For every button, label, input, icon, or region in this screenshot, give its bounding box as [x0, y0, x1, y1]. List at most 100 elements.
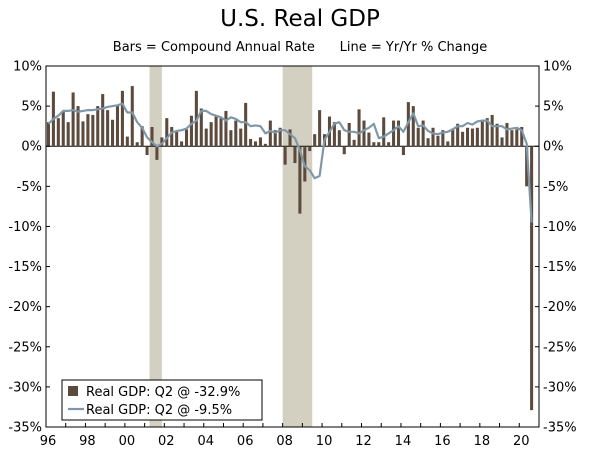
bar [490, 114, 494, 147]
bar [278, 127, 282, 147]
y-tick-label-left: 0% [21, 140, 42, 155]
bar [81, 121, 85, 147]
bar [480, 120, 484, 147]
bar-series [46, 86, 534, 411]
bar [61, 110, 65, 147]
bar [387, 142, 391, 147]
y-tick-label-right: -35% [543, 421, 577, 436]
legend-box [61, 379, 263, 421]
line-series [47, 102, 533, 223]
legend-line-label: Real GDP: Q2 @ -9.5% [86, 403, 232, 418]
bar [273, 130, 277, 147]
chart-title: U.S. Real GDP [220, 6, 380, 32]
x-tick-label: 00 [119, 434, 136, 449]
bar [130, 86, 134, 147]
bar [362, 120, 366, 147]
bar [145, 146, 149, 156]
chart-subtitle: Bars = Compound Annual Rate Line = Yr/Yr… [112, 40, 488, 55]
bar [505, 122, 509, 147]
x-tick-label: 10 [316, 434, 333, 449]
chart-legend: Real GDP: Q2 @ -32.9% Real GDP: Q2 @ -9.5… [61, 379, 263, 421]
bar [451, 128, 455, 147]
x-tick-label: 18 [474, 434, 491, 449]
bar [199, 108, 203, 147]
bar [56, 118, 60, 147]
y-tick-label-right: 5% [543, 100, 564, 115]
bar [441, 130, 445, 147]
bar [421, 120, 425, 147]
bar [204, 128, 208, 147]
bar [308, 146, 312, 152]
bar [263, 143, 267, 147]
bar [392, 120, 396, 147]
x-tick-label: 12 [355, 434, 372, 449]
bar [367, 132, 371, 147]
bar [525, 146, 529, 187]
legend-bar-label: Real GDP: Q2 @ -32.9% [86, 385, 240, 400]
y-tick-label-right: -25% [543, 340, 577, 355]
x-tick-label: 14 [395, 434, 412, 449]
bar [170, 126, 174, 147]
bar [436, 135, 440, 147]
bar [214, 116, 218, 147]
yoy-line [47, 102, 533, 223]
bar [485, 118, 489, 147]
bar [332, 122, 336, 147]
y-tick-label-right: -20% [543, 300, 577, 315]
x-tick-label: 16 [434, 434, 451, 449]
bar [475, 127, 479, 147]
y-tick-label-left: -25% [8, 340, 42, 355]
bar [76, 106, 80, 147]
bar [101, 94, 105, 147]
bar [175, 131, 179, 147]
bar [244, 102, 248, 147]
bar [135, 142, 139, 147]
bar [337, 130, 341, 147]
bar [456, 123, 460, 147]
bar [189, 115, 193, 147]
bar [396, 120, 401, 147]
bar [530, 146, 534, 411]
bar [234, 120, 238, 147]
bar [91, 114, 95, 147]
bar [150, 126, 154, 147]
bar [377, 142, 381, 147]
recession-shading [149, 66, 313, 427]
bar [184, 129, 189, 147]
bar [253, 141, 258, 147]
bar [71, 92, 75, 147]
bar [249, 139, 253, 147]
y-tick-label-left: -10% [8, 220, 42, 235]
plot-border [45, 65, 540, 428]
bar [298, 146, 302, 214]
bar [155, 146, 159, 160]
bar [239, 128, 243, 147]
bar [500, 137, 504, 147]
bar [318, 110, 322, 147]
bar [470, 128, 474, 147]
y-tick-label-left: -30% [8, 380, 42, 395]
bar [46, 122, 50, 147]
x-tick-label: 06 [237, 434, 254, 449]
y-tick-label-left: -20% [8, 300, 42, 315]
x-tick-label: 08 [276, 434, 293, 449]
chart-axes: 10% 10% 5% 5% 0% 0% -5% -5% -10% -10% -15% -15% -20%… [8, 60, 576, 450]
bar [347, 122, 351, 147]
y-tick-label-left: -15% [8, 260, 42, 275]
x-tick-label: 20 [513, 434, 530, 449]
bar [411, 106, 415, 147]
recession-band-1 [282, 66, 313, 427]
y-tick-label-right: 0% [543, 140, 564, 155]
bar [96, 106, 100, 147]
x-tick-label: 96 [40, 434, 57, 449]
bar [342, 146, 346, 155]
bar [140, 126, 144, 147]
bar [515, 129, 519, 147]
bar [106, 110, 110, 147]
bar [495, 123, 499, 147]
x-tick-label: 02 [158, 434, 175, 449]
bar [431, 127, 435, 147]
bar [357, 109, 361, 147]
bar [372, 142, 376, 147]
